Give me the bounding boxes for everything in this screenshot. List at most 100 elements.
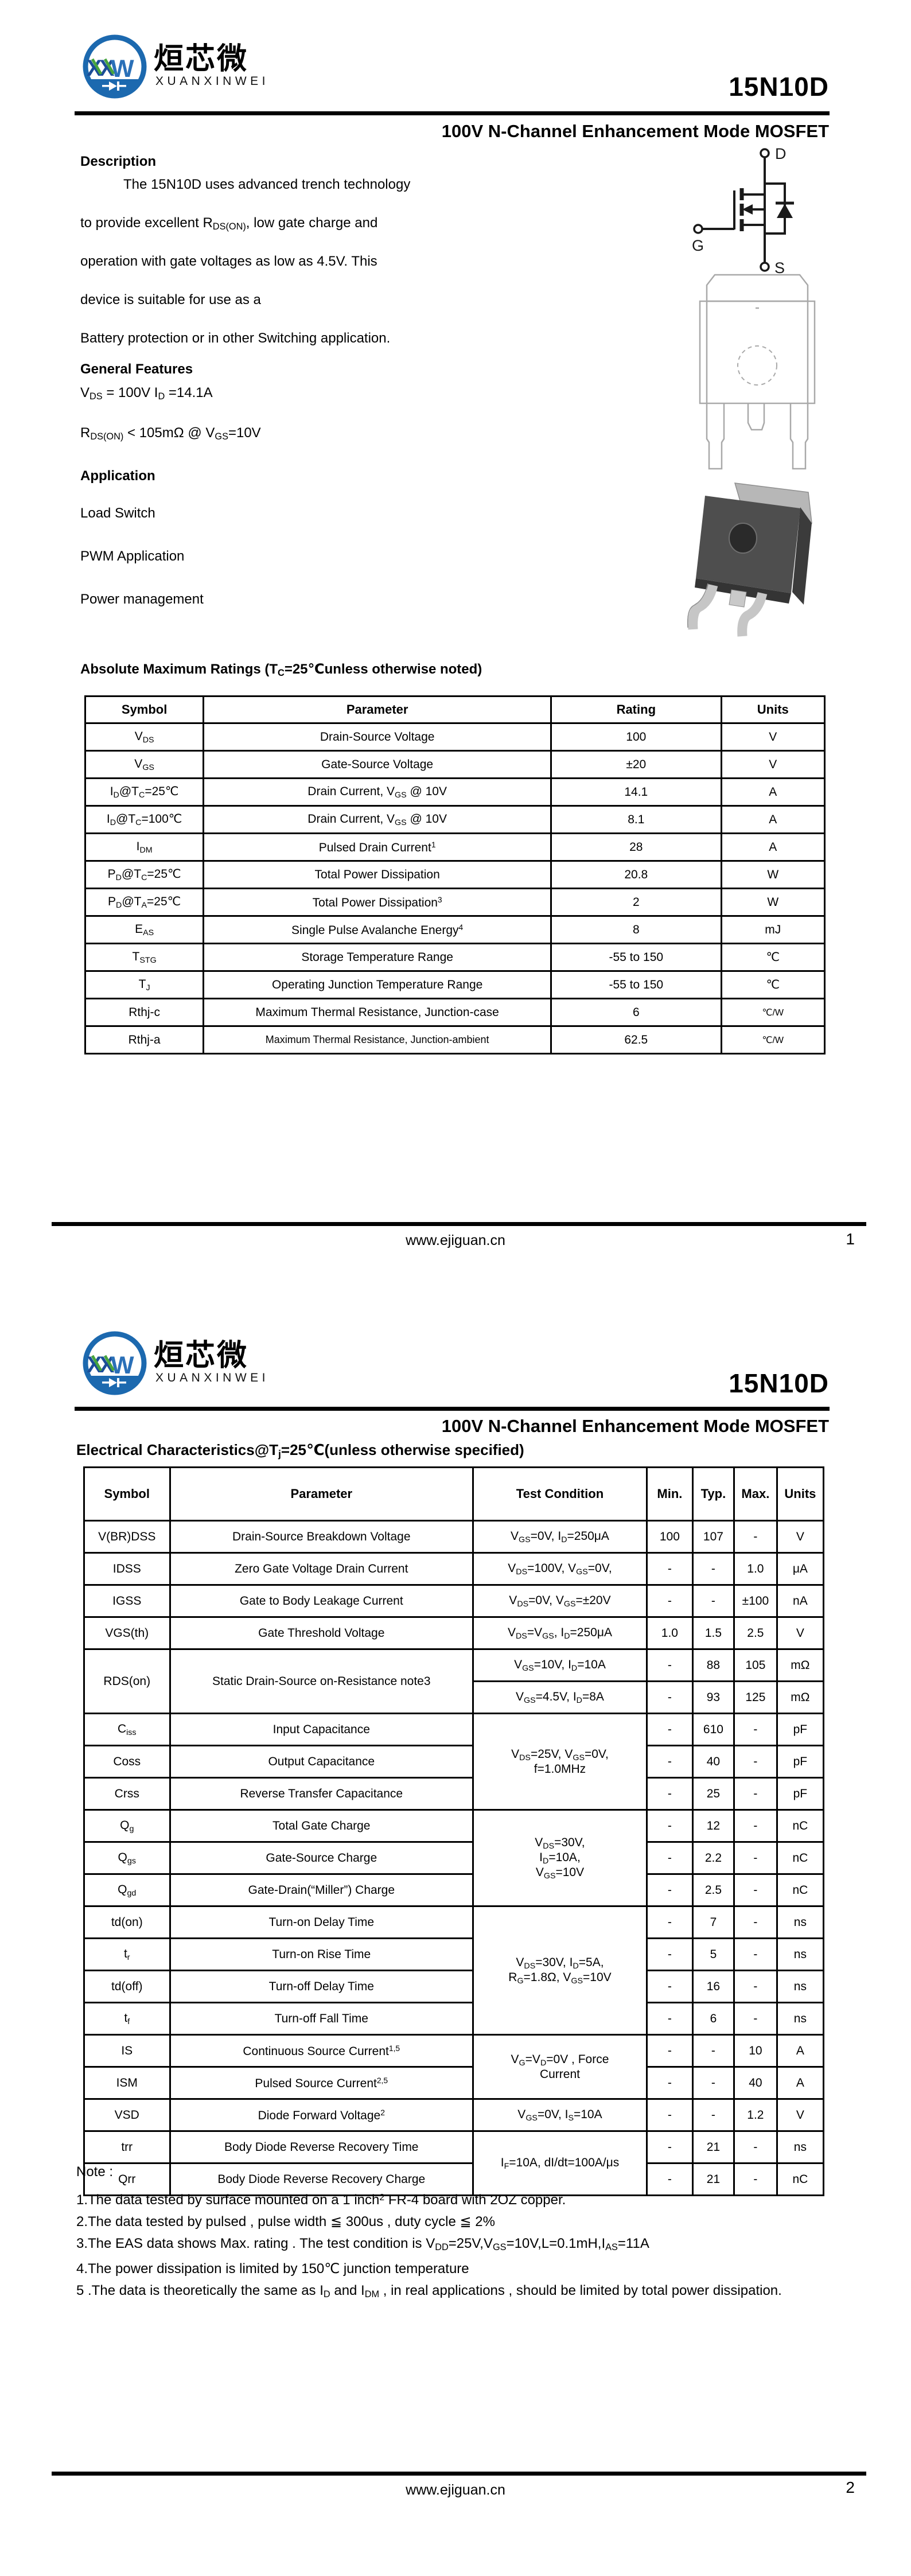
table-cell: VG=VD=0V , Force Current [472,2034,648,2100]
table-row: EAS Single Pulse Avalanche Energy4 8 mJ [84,915,826,944]
table-cell: mJ [720,915,826,944]
package-outline-drawing [699,274,816,470]
column-header: Units [776,1466,825,1522]
application-line: Power management [80,592,204,607]
table-cell: 125 [733,1680,778,1714]
table-cell: VDS=25V, VGS=0V, f=1.0MHz [472,1713,648,1811]
footer-url: www.ejiguan.cn [406,2482,505,2498]
column-header: Test Condition [472,1466,648,1522]
table-row: Qgs Gate-Source Charge -2.2- nC [83,1841,825,1875]
brand-name-english: XUANXINWEI [155,1371,270,1384]
table-cell: - [733,1970,778,2003]
description-line: operation with gate voltages as low as 4… [80,254,377,269]
table-cell: - [691,1552,735,1586]
table-cell: Single Pulse Avalanche Energy4 [203,915,552,944]
table-cell: - [645,1584,694,1618]
table-cell: - [645,1873,694,1907]
table-cell: 100 [550,722,722,752]
table-cell: Pulsed Drain Current1 [203,832,552,862]
table-cell: Drain-Source Breakdown Voltage [169,1520,474,1554]
application-line: PWM Application [80,548,185,564]
table-cell: -55 to 150 [550,943,722,972]
brand-name-chinese: 烜芯微 [154,42,249,76]
table-cell: Rthj-c [84,998,205,1027]
table-cell: V [720,750,826,779]
table-cell: 7 [691,1905,735,1939]
table-cell: PD@TA=25℃ [84,888,205,917]
table-cell: - [733,1841,778,1875]
table-cell: 2.2 [691,1841,735,1875]
table-cell: ℃/W [720,998,826,1027]
table-cell: - [645,1841,694,1875]
table-cell: pF [776,1713,825,1746]
table-row: tf Turn-off Fall Time -6- ns [83,2002,825,2036]
svg-text:W: W [111,55,134,83]
table-cell: 10 [733,2034,778,2068]
table-header-row: Symbol Parameter Rating Units [84,695,826,724]
table-cell: IDM [84,832,205,862]
package-3d-image [687,482,812,637]
brand-logo: X X W 烜芯微 XUANXINWEI [80,33,379,108]
description-line: to provide excellent RDS(ON), low gate c… [80,215,378,232]
table-cell: - [691,2066,735,2100]
table-cell: nC [776,2162,825,2196]
table-cell: - [733,1873,778,1907]
table-cell: - [733,2002,778,2036]
table-cell: pF [776,1777,825,1811]
table-row: Ciss Input Capacitance VDS=25V, VGS=0V, f=1… [83,1713,825,1811]
table-row: Rthj-a Maximum Thermal Resistance, Juncti… [84,1025,826,1054]
table-cell: VGS=4.5V, ID=8A [472,1680,648,1714]
part-number: 15N10D [729,1368,829,1398]
table-cell: Output Capacitance [169,1745,474,1779]
table-cell: tf [83,2002,171,2036]
feature-line: VDS = 100V ID =14.1A [80,385,213,402]
application-heading: Application [80,468,155,484]
table-cell: - [691,2034,735,2068]
table-cell: 16 [691,1970,735,2003]
table-cell: - [645,2066,694,2100]
page-number: 2 [846,2478,855,2496]
table-cell: Turn-on Rise Time [169,1937,474,1971]
table-cell: ns [776,1905,825,1939]
table-cell: Drain Current, VGS @ 10V [203,805,552,834]
table-cell: V(BR)DSS [83,1520,171,1554]
table-row: TSTG Storage Temperature Range -55 to 150 ℃ [84,943,826,972]
table-cell: IGSS [83,1584,171,1618]
table-cell: nC [776,1873,825,1907]
table-cell: 12 [691,1809,735,1843]
table-cell: VGS=0V, ID=250μA [472,1520,648,1554]
table-cell: VDS=30V, ID=10A, VGS=10V [472,1809,648,1907]
page-title: 100V N-Channel Enhancement Mode MOSFET [441,1416,829,1436]
table-cell: - [733,1713,778,1746]
column-header: Symbol [84,695,205,724]
column-header: Typ. [691,1466,735,1522]
table-cell: - [645,1970,694,2003]
table-cell: - [691,2098,735,2132]
table-cell: Maximum Thermal Resistance, Junction-cas… [203,998,552,1027]
table-cell: ℃ [720,970,826,999]
table-cell: EAS [84,915,205,944]
table-cell: ℃/W [720,1025,826,1054]
general-features-heading: General Features [80,361,193,377]
table-row: Qg Total Gate Charge VDS=30V, ID=10A, VGS=10… [83,1809,825,1907]
table-cell: 21 [691,2162,735,2196]
brand-name-chinese: 烜芯微 [154,1339,249,1372]
table-cell: - [645,2002,694,2036]
table-cell: 105 [733,1648,778,1682]
note-line: 2.The data tested by pulsed , pulse widt… [76,2214,495,2229]
table-cell: 62.5 [550,1025,722,1054]
table-cell: - [733,1745,778,1779]
table-cell: V [720,722,826,752]
table-row: trr Body Diode Reverse Recovery Time IF=10… [83,2130,825,2196]
table-row: PD@TC=25℃ Total Power Dissipation 20.8 W [84,860,826,889]
table-cell: - [733,1937,778,1971]
table-cell: VDS [84,722,205,752]
table-cell: 5 [691,1937,735,1971]
table-row: VGS=4.5V, ID=8A -93 125 mΩ [84,1680,825,1714]
column-header: Parameter [203,695,552,724]
table-row: IGSS Gate to Body Leakage Current VDS=0V, … [83,1584,825,1618]
table-row: VSD Diode Forward Voltage2 VGS=0V, IS=10A -… [83,2098,825,2132]
table-cell: 100 [645,1520,694,1554]
table-cell: -55 to 150 [550,970,722,999]
table-row: ISM Pulsed Source Current2,5- -40 A [83,2066,825,2100]
